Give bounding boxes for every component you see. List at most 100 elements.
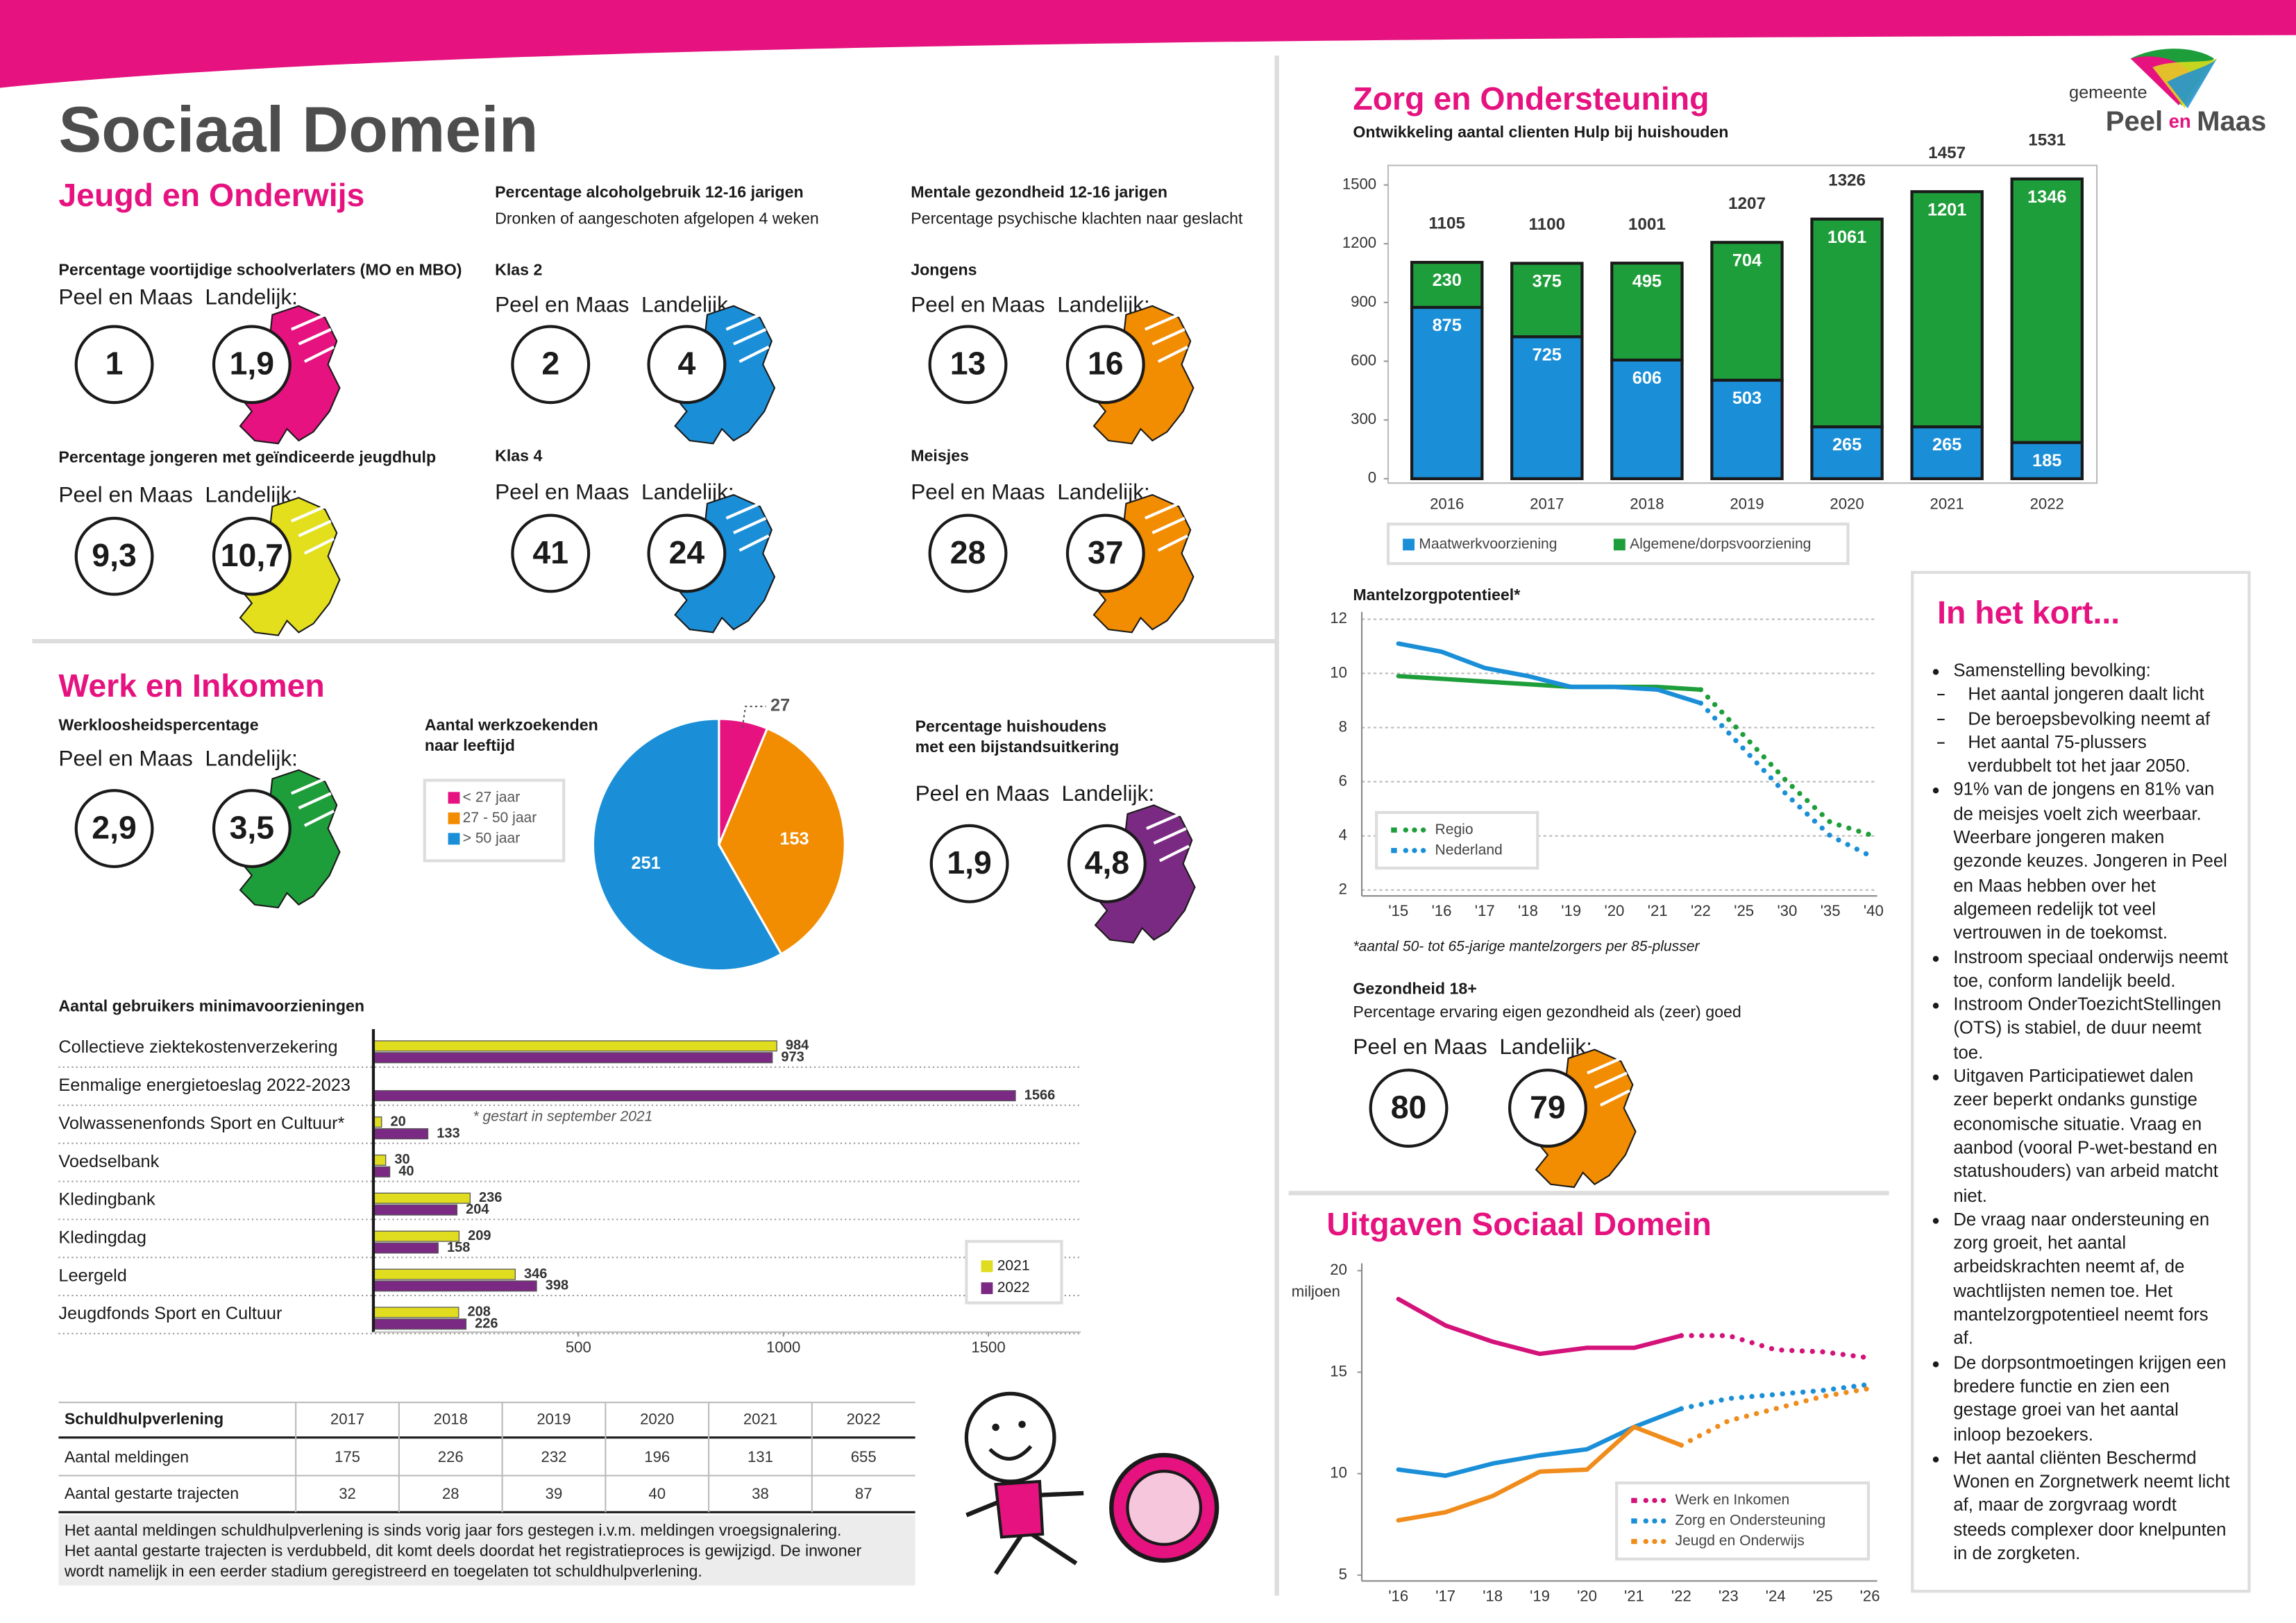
data-label: 1566	[1024, 1087, 1056, 1103]
category-label: Leergeld	[58, 1266, 126, 1285]
bar	[373, 1268, 516, 1280]
x-tick-label: 2020	[1830, 495, 1864, 513]
category-label: Voedselbank	[58, 1152, 159, 1171]
data-label: 398	[546, 1278, 568, 1293]
table-note: Het aantal meldingen schuldhulpverlening…	[65, 1521, 842, 1539]
kpi-value: 80	[1391, 1089, 1427, 1125]
logo-part: Maas	[2197, 106, 2266, 137]
table-note: Het aantal gestarte trajecten is verdubb…	[65, 1541, 862, 1559]
legend-label: Algemene/dorpsvoorziening	[1630, 536, 1811, 552]
table-cell: 38	[752, 1485, 769, 1502]
data-label: 725	[1533, 345, 1562, 364]
data-label: 209	[468, 1228, 491, 1243]
summary-text: 91% van de jongens en 81% van de meisjes…	[1953, 779, 2227, 944]
group-subtitle: Dronken of aangeschoten afgelopen 4 weke…	[495, 210, 819, 228]
data-label: 153	[779, 829, 809, 849]
x-tick-label: '25	[1813, 1588, 1833, 1605]
kpi-label: Landelijk:	[205, 745, 298, 770]
kpi-label: Peel en Maas	[495, 479, 629, 504]
kpi-value: 1,9	[947, 844, 992, 881]
bar-segment	[1910, 190, 1984, 429]
logo-name: Peel en Maas	[2106, 106, 2267, 137]
kpi-value: 37	[1088, 534, 1124, 570]
summary-item: Het aantal cliënten Beschermd Wonen en Z…	[1953, 1446, 2230, 1565]
bar-segment	[1510, 262, 1584, 339]
data-label: 27	[770, 696, 790, 715]
x-tick-label: '21	[1624, 1588, 1644, 1605]
table-note: wordt namelijk in een eerder stadium ger…	[64, 1562, 702, 1580]
kpi-value: 2,9	[92, 809, 137, 845]
forecast-line	[1678, 1386, 1873, 1448]
table-cell: 226	[438, 1448, 464, 1465]
forecast-line	[1678, 1382, 1873, 1411]
logo-mark	[2130, 49, 2218, 109]
kpi-circle	[647, 325, 727, 405]
logo-part: en	[2169, 110, 2191, 132]
legend-swatch	[981, 1282, 993, 1294]
x-tick-label: '18	[1483, 1588, 1503, 1605]
bar-segment	[1710, 241, 1784, 382]
x-tick-label: 2016	[1430, 495, 1464, 513]
kpi-title: Percentage voortijdige schoolverlaters (…	[58, 260, 462, 278]
table-header: 2020	[640, 1410, 674, 1427]
summary-subitem: Het aantal jongeren daalt licht	[1937, 683, 2230, 706]
summary-item: 91% van de jongens en 81% van de meisjes…	[1953, 778, 2230, 945]
kpi-label: Peel en Maas	[911, 291, 1045, 316]
summary-heading: In het kort...	[1937, 594, 2120, 631]
table-cell: 175	[335, 1448, 360, 1465]
data-label: 1201	[1927, 200, 1966, 219]
bar	[373, 1052, 773, 1064]
data-label: 30	[394, 1152, 410, 1167]
legend-swatch	[448, 812, 460, 824]
map-hatch	[1146, 813, 1190, 863]
y-tick-label: 8	[1339, 717, 1347, 735]
kpi-title: Jongens	[911, 260, 977, 278]
x-tick-label: '15	[1388, 902, 1408, 919]
table-header: 2021	[743, 1410, 777, 1427]
kpi-value: 1,9	[230, 346, 275, 382]
data-label: 230	[1433, 271, 1462, 290]
forecast-line	[1678, 1333, 1873, 1361]
kpi-circle	[647, 513, 727, 593]
chart-title: Ontwikkeling aantal clienten Hulp bij hu…	[1353, 123, 1728, 141]
x-tick-label: '20	[1605, 902, 1625, 919]
y-tick-label: 12	[1330, 609, 1347, 627]
bar	[373, 1307, 459, 1318]
bar	[373, 1318, 467, 1330]
bar-segment	[1410, 305, 1484, 480]
data-label: 1346	[2027, 187, 2066, 207]
total-label: 1001	[1628, 215, 1666, 234]
section-heading: Jeugd en Onderwijs	[58, 177, 364, 213]
data-label: 875	[1433, 316, 1462, 335]
bar-segment	[1410, 260, 1484, 309]
map-hatch	[290, 313, 335, 363]
kpi-label: Landelijk:	[1499, 1034, 1592, 1059]
y-tick-label: 900	[1351, 293, 1376, 310]
summary-text: Instroom speciaal onderwijs neemt toe, c…	[1953, 946, 2229, 991]
table-cell: Aantal meldingen	[65, 1447, 189, 1465]
data-line	[1396, 1297, 1684, 1357]
table-header: 2018	[434, 1410, 468, 1427]
data-label: 236	[479, 1190, 502, 1205]
summary-item: Samenstelling bevolking:Het aantal jonge…	[1937, 658, 2230, 778]
logo-text: gemeente	[2069, 83, 2147, 103]
data-label: 204	[466, 1202, 489, 1217]
table-cell: 232	[541, 1448, 567, 1465]
data-label: 346	[524, 1266, 547, 1282]
kpi-circle	[928, 325, 1008, 405]
x-tick-label: '23	[1719, 1588, 1739, 1605]
data-label: 226	[475, 1316, 498, 1332]
chart-title: naar leeftijd	[425, 736, 515, 754]
y-tick-label: 5	[1339, 1565, 1347, 1583]
kpi-label: Peel en Maas	[495, 291, 629, 316]
annotation: * gestart in september 2021	[473, 1108, 652, 1124]
kpi-title: Percentage huishoudens	[915, 717, 1107, 736]
chart-title: Aantal werkzoekenden	[425, 716, 598, 734]
x-tick-label: '24	[1766, 1588, 1786, 1605]
category-label: Kledingdag	[58, 1227, 146, 1247]
summary-item: Uitgaven Participatiewet dalen zeer bepe…	[1953, 1064, 2230, 1207]
x-tick-label: '19	[1561, 902, 1581, 919]
kpi-circle	[1508, 1069, 1587, 1148]
kpi-title: Gezondheid 18+	[1353, 979, 1476, 997]
data-label: 606	[1632, 368, 1662, 388]
